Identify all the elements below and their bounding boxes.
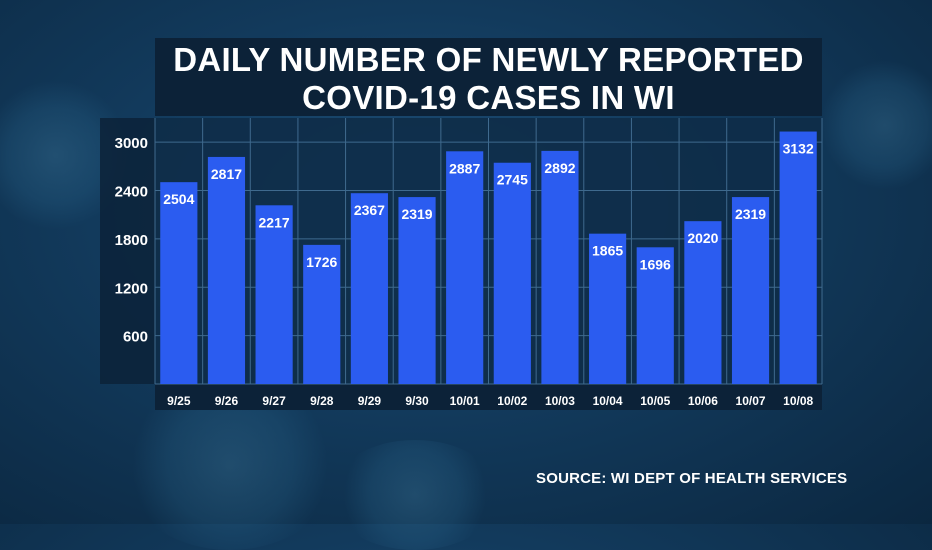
- x-tick-label: 9/30: [405, 394, 429, 408]
- bar: [255, 205, 293, 384]
- bar: [779, 131, 817, 384]
- bar: [493, 162, 531, 384]
- bar: [731, 197, 770, 384]
- y-tick-label: 1800: [115, 232, 148, 249]
- x-tick-label: 10/07: [736, 394, 766, 408]
- x-tick-label: 10/06: [688, 394, 718, 408]
- x-tick-label: 10/01: [450, 394, 480, 408]
- virus-graphic-right: [820, 60, 932, 190]
- bar: [684, 221, 722, 384]
- bar: [350, 193, 388, 384]
- bar-value-label: 3132: [783, 141, 814, 157]
- title-line-1: DAILY NUMBER OF NEWLY REPORTED: [173, 41, 804, 78]
- bar-value-label: 2504: [163, 191, 194, 207]
- bar-value-label: 2892: [544, 160, 575, 176]
- bar: [303, 244, 341, 384]
- x-tick-label: 9/27: [262, 394, 286, 408]
- y-tick-label: 2400: [115, 184, 148, 201]
- x-axis-panel: [155, 384, 822, 410]
- bar-value-label: 2217: [259, 214, 290, 230]
- bar-value-label: 2745: [497, 172, 528, 188]
- x-tick-label: 9/26: [215, 394, 239, 408]
- x-tick-label: 10/05: [640, 394, 670, 408]
- bar-value-label: 2367: [354, 202, 385, 218]
- y-axis-panel: [100, 118, 155, 384]
- bar-value-label: 2817: [211, 166, 242, 182]
- x-tick-label: 10/03: [545, 394, 575, 408]
- y-tick-label: 600: [123, 329, 148, 346]
- bar-chart: 600 1200 1800 2400 3000 2504 9/25 2817 9/26 2217 9…: [100, 118, 823, 410]
- x-tick-label: 10/08: [783, 394, 813, 408]
- x-tick-label: 10/02: [497, 394, 527, 408]
- bar: [446, 151, 484, 384]
- bar: [589, 233, 627, 384]
- bar-value-label: 2319: [401, 206, 432, 222]
- x-tick-label: 9/25: [167, 394, 191, 408]
- bar: [636, 247, 674, 384]
- bar-value-label: 1865: [592, 243, 623, 259]
- bar-value-label: 1726: [306, 254, 337, 270]
- source-note: SOURCE: WI DEPT OF HEALTH SERVICES: [536, 470, 848, 487]
- bar: [160, 182, 198, 384]
- bar-value-label: 2887: [449, 160, 480, 176]
- title-line-2: COVID-19 CASES IN WI: [302, 79, 675, 116]
- bar: [541, 150, 579, 384]
- bar: [398, 197, 436, 384]
- x-tick-label: 9/29: [358, 394, 382, 408]
- y-tick-label: 3000: [115, 135, 148, 152]
- x-tick-label: 9/28: [310, 394, 334, 408]
- chart-title: DAILY NUMBER OF NEWLY REPORTED COVID-19 …: [155, 38, 822, 116]
- bar-value-label: 2319: [735, 206, 766, 222]
- bar-value-label: 1696: [640, 256, 671, 272]
- y-tick-label: 1200: [115, 280, 148, 297]
- bar: [207, 156, 246, 384]
- x-tick-label: 10/04: [593, 394, 623, 408]
- bar-value-label: 2020: [687, 230, 718, 246]
